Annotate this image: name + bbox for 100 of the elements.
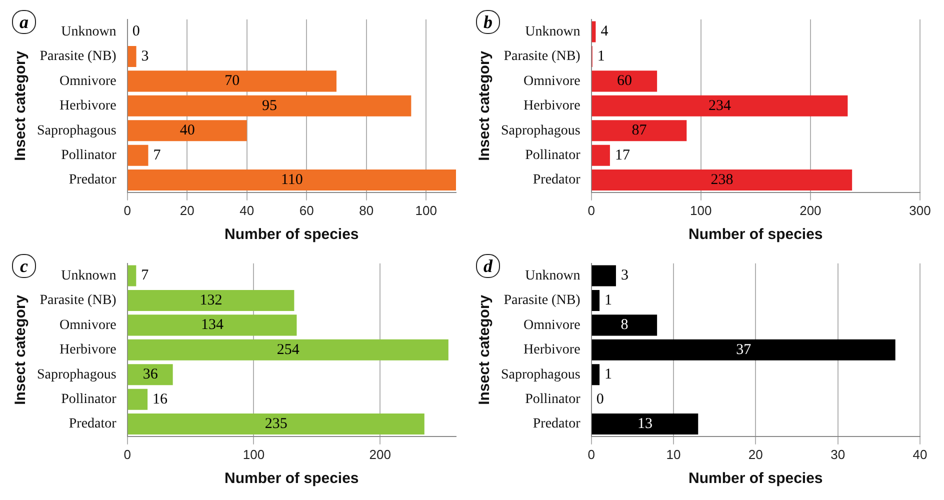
data-label: 134 bbox=[201, 317, 224, 334]
bar bbox=[128, 46, 136, 67]
x-axis-title: Number of species bbox=[224, 226, 359, 244]
x-tick-label: 10 bbox=[666, 446, 681, 462]
x-tick-label: 20 bbox=[180, 202, 194, 218]
y-tick-label: Parasite (NB) bbox=[40, 293, 117, 308]
y-tick-label: Pollinator bbox=[525, 148, 581, 163]
y-axis-title: Insect category bbox=[12, 294, 30, 405]
text: b bbox=[476, 10, 500, 34]
bar bbox=[592, 364, 600, 386]
data-label: 4 bbox=[600, 24, 609, 40]
y-tick-label: Saprophagous bbox=[36, 123, 116, 138]
bar bbox=[128, 265, 136, 286]
x-tick-label: 40 bbox=[912, 446, 928, 462]
data-label: 1 bbox=[597, 48, 605, 64]
bar bbox=[128, 339, 448, 360]
y-tick-label: Unknown bbox=[61, 24, 116, 40]
data-label: 36 bbox=[142, 366, 158, 383]
data-label: 95 bbox=[262, 98, 277, 114]
x-tick-label: 0 bbox=[588, 202, 595, 218]
text: a bbox=[12, 10, 36, 34]
data-label: 3 bbox=[620, 268, 628, 284]
x-tick-label: 0 bbox=[588, 446, 595, 462]
x-axis-title: Number of species bbox=[688, 470, 823, 488]
data-label: 234 bbox=[708, 98, 732, 114]
y-tick-label: Predator bbox=[68, 416, 117, 432]
bar bbox=[592, 70, 658, 92]
bar bbox=[128, 314, 297, 336]
bar bbox=[128, 388, 148, 410]
y-tick-label: Predator bbox=[68, 172, 117, 188]
y-tick-label: Omnivore bbox=[60, 318, 116, 333]
x-tick-label: 100 bbox=[242, 446, 265, 462]
data-label: 40 bbox=[180, 122, 195, 139]
y-tick-label: Pollinator bbox=[525, 392, 581, 407]
bar bbox=[592, 144, 610, 166]
data-label: 238 bbox=[710, 172, 734, 188]
data-label: 3 bbox=[141, 48, 149, 64]
data-label: 1 bbox=[604, 292, 612, 308]
y-axis-title: Insect category bbox=[476, 294, 494, 405]
y-tick-label: Pollinator bbox=[61, 148, 117, 163]
x-tick-label: 100 bbox=[690, 202, 712, 218]
bar bbox=[592, 265, 616, 286]
bar bbox=[592, 339, 896, 360]
y-tick-label: Omnivore bbox=[524, 318, 580, 333]
bar bbox=[592, 120, 687, 142]
y-tick-label: Saprophagous bbox=[500, 367, 580, 382]
data-label: 16 bbox=[152, 391, 168, 408]
bar bbox=[592, 414, 698, 435]
data-label: 132 bbox=[200, 292, 222, 308]
y-tick-label: Parasite (NB) bbox=[504, 293, 581, 308]
x-tick-label: 100 bbox=[415, 202, 437, 218]
bar bbox=[128, 290, 294, 311]
x-tick-label: 200 bbox=[800, 202, 822, 218]
data-label: 0 bbox=[132, 24, 140, 40]
bar bbox=[128, 95, 412, 116]
y-axis-title: Insect category bbox=[476, 50, 494, 161]
bar bbox=[128, 70, 336, 92]
data-label: 235 bbox=[264, 416, 288, 432]
data-label: 110 bbox=[280, 172, 303, 188]
y-tick-label: Herbivore bbox=[524, 342, 580, 358]
bar bbox=[128, 414, 424, 435]
text: d bbox=[476, 254, 500, 278]
y-tick-label: Herbivore bbox=[60, 98, 116, 114]
y-tick-label: Predator bbox=[532, 416, 581, 432]
x-tick-label: 0 bbox=[124, 446, 131, 462]
bar bbox=[592, 290, 600, 311]
bar bbox=[592, 170, 852, 191]
data-label: 70 bbox=[224, 73, 240, 90]
bar bbox=[592, 95, 848, 116]
data-label: 13 bbox=[637, 416, 652, 432]
data-label: 7 bbox=[153, 147, 162, 164]
y-tick-label: Herbivore bbox=[524, 98, 580, 114]
x-tick-label: 80 bbox=[359, 202, 374, 218]
x-tick-label: 300 bbox=[909, 202, 931, 218]
data-label: 0 bbox=[596, 391, 604, 408]
x-axis-title: Number of species bbox=[688, 226, 823, 244]
bar bbox=[128, 144, 148, 166]
text: c bbox=[12, 254, 36, 278]
x-tick-label: 60 bbox=[299, 202, 314, 218]
y-tick-label: Omnivore bbox=[60, 74, 116, 89]
y-axis-title: Insect category bbox=[12, 50, 30, 161]
y-tick-label: Saprophagous bbox=[36, 367, 116, 382]
data-label: 87 bbox=[632, 122, 648, 139]
data-label: 17 bbox=[614, 147, 630, 164]
x-tick-label: 0 bbox=[124, 202, 131, 218]
y-tick-label: Pollinator bbox=[61, 392, 117, 407]
x-tick-label: 30 bbox=[830, 446, 846, 462]
data-label: 254 bbox=[276, 342, 300, 358]
y-tick-label: Unknown bbox=[61, 268, 116, 284]
x-tick-label: 200 bbox=[369, 446, 392, 462]
x-tick-label: 20 bbox=[748, 446, 763, 462]
bar bbox=[592, 314, 658, 336]
y-tick-label: Omnivore bbox=[524, 74, 580, 89]
y-tick-label: Herbivore bbox=[60, 342, 116, 358]
y-tick-label: Saprophagous bbox=[500, 123, 580, 138]
data-label: 7 bbox=[141, 268, 150, 284]
y-tick-label: Predator bbox=[532, 172, 581, 188]
y-tick-label: Unknown bbox=[525, 268, 580, 284]
y-tick-label: Parasite (NB) bbox=[40, 49, 117, 64]
x-axis-title: Number of species bbox=[224, 470, 359, 488]
